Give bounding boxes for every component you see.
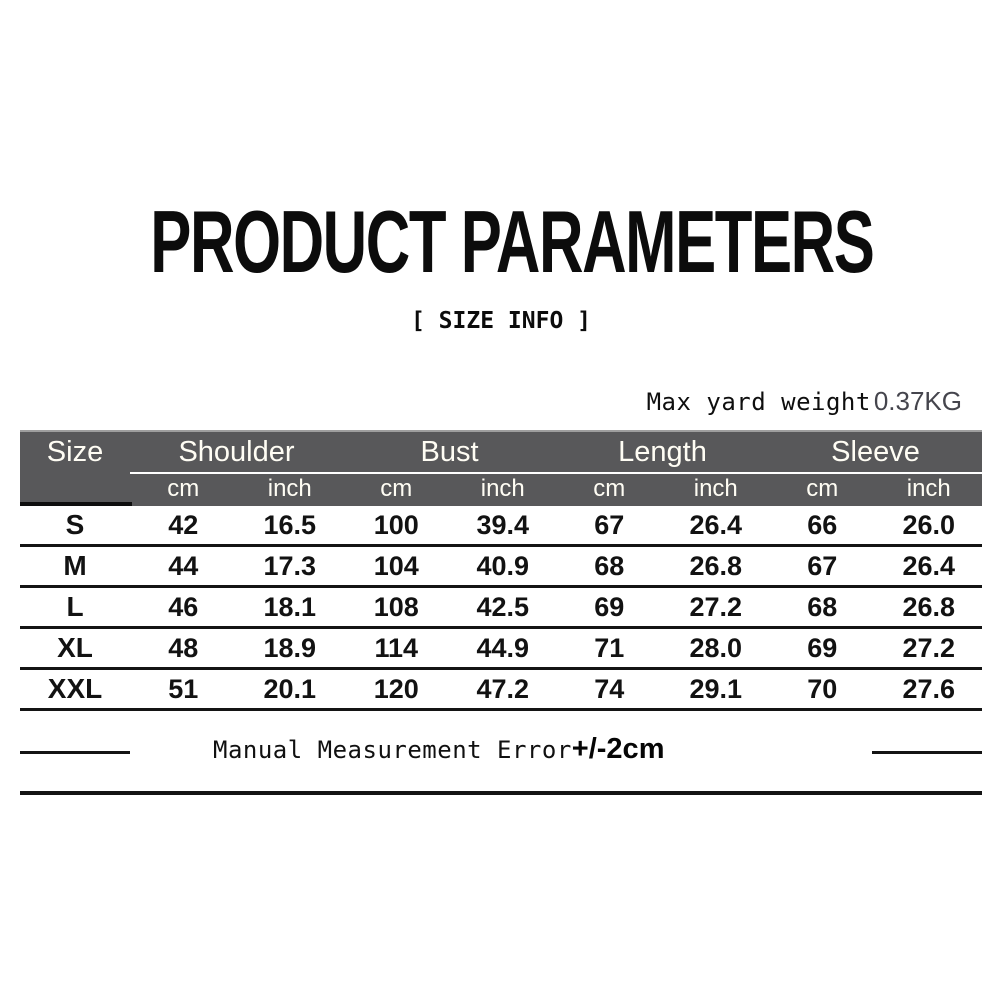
value-cell: 68 [807,591,838,622]
header-separator-line [130,472,982,474]
unit-header-cell: cm [167,475,200,502]
value-cell: 51 [168,673,199,704]
size-column-underline [20,502,132,506]
value-cell: 26.8 [902,591,956,622]
value-cell: 108 [373,591,419,622]
value-cell: 69 [594,591,625,622]
unit-header-cell: inch [267,475,312,502]
footer-note-text: Manual Measurement Error [213,736,572,764]
value-cell: 26.4 [902,550,956,581]
group-header-row: Size Shoulder Bust Length Sleeve [20,432,982,472]
note-left-rule [20,751,130,754]
value-cell: 120 [373,673,419,704]
value-cell: 16.5 [263,509,317,540]
value-cell: 67 [807,550,838,581]
table-row: S 42 16.5 100 39.4 67 26.4 66 26.0 [20,506,982,547]
size-cell: L [66,591,84,622]
size-cell: S [65,509,85,540]
unit-header-cell: inch [906,475,951,502]
size-column-header: Size [46,435,104,468]
size-cell: M [63,550,87,581]
size-info-subtitle: [ SIZE INFO ] [410,308,591,334]
unit-header-cell: cm [593,475,626,502]
value-cell: 27.2 [902,632,956,663]
value-cell: 27.6 [902,673,956,704]
table-row: L 46 18.1 108 42.5 69 27.2 68 26.8 [20,588,982,629]
group-header-shoulder: Shoulder [178,435,295,468]
value-cell: 44.9 [476,632,530,663]
footer-note: Manual Measurement Error +/-2cm [213,733,664,766]
value-cell: 68 [594,550,625,581]
value-cell: 47.2 [476,673,530,704]
value-cell: 70 [807,673,838,704]
value-cell: 74 [594,673,625,704]
bottom-rule [20,791,982,795]
table-row: M 44 17.3 104 40.9 68 26.8 67 26.4 [20,547,982,588]
value-cell: 114 [374,632,419,663]
group-header-length: Length [618,435,707,468]
weight-note: Max yard weight 0.37KG [647,386,962,417]
value-cell: 20.1 [263,673,317,704]
value-cell: 26.0 [902,509,956,540]
value-cell: 39.4 [476,509,530,540]
table-row: XXL 51 20.1 120 47.2 74 29.1 70 27.6 [20,670,982,711]
size-cell: XXL [47,673,103,704]
group-header-sleeve: Sleeve [831,435,920,468]
value-cell: 71 [594,632,625,663]
table-header: Size Shoulder Bust Length Sleeve cm inch c… [20,430,982,506]
value-cell: 44 [168,550,199,581]
footer-note-tolerance: +/-2cm [571,733,665,765]
value-cell: 42 [168,509,199,540]
unit-header-row: cm inch cm inch cm inch cm inch [20,472,982,506]
table-body: S 42 16.5 100 39.4 67 26.4 66 26.0 M 44 17.3 104 40.9… [20,506,982,711]
value-cell: 17.3 [263,550,317,581]
note-right-rule [872,751,982,754]
value-cell: 48 [168,632,199,663]
value-cell: 66 [807,509,838,540]
value-cell: 40.9 [476,550,530,581]
value-cell: 42.5 [476,591,530,622]
value-cell: 67 [594,509,625,540]
value-cell: 18.9 [263,632,317,663]
unit-header-cell: inch [693,475,738,502]
value-cell: 18.1 [263,591,317,622]
table-row: XL 48 18.9 114 44.9 71 28.0 69 27.2 [20,629,982,670]
size-table: Size Shoulder Bust Length Sleeve cm inch c… [20,430,982,711]
value-cell: 26.8 [689,550,743,581]
size-cell: XL [57,632,93,663]
value-cell: 46 [168,591,199,622]
value-cell: 104 [373,550,419,581]
page-title: PRODUCT PARAMETERS [150,192,875,291]
weight-note-value: 0.37KG [873,386,962,416]
unit-header-cell: inch [480,475,525,502]
value-cell: 29.1 [689,673,743,704]
value-cell: 28.0 [689,632,743,663]
value-cell: 69 [807,632,838,663]
value-cell: 27.2 [689,591,743,622]
value-cell: 100 [373,509,419,540]
weight-note-label: Max yard weight [646,388,871,416]
value-cell: 26.4 [689,509,743,540]
unit-header-cell: cm [806,475,839,502]
unit-header-cell: cm [380,475,413,502]
group-header-bust: Bust [420,435,479,468]
